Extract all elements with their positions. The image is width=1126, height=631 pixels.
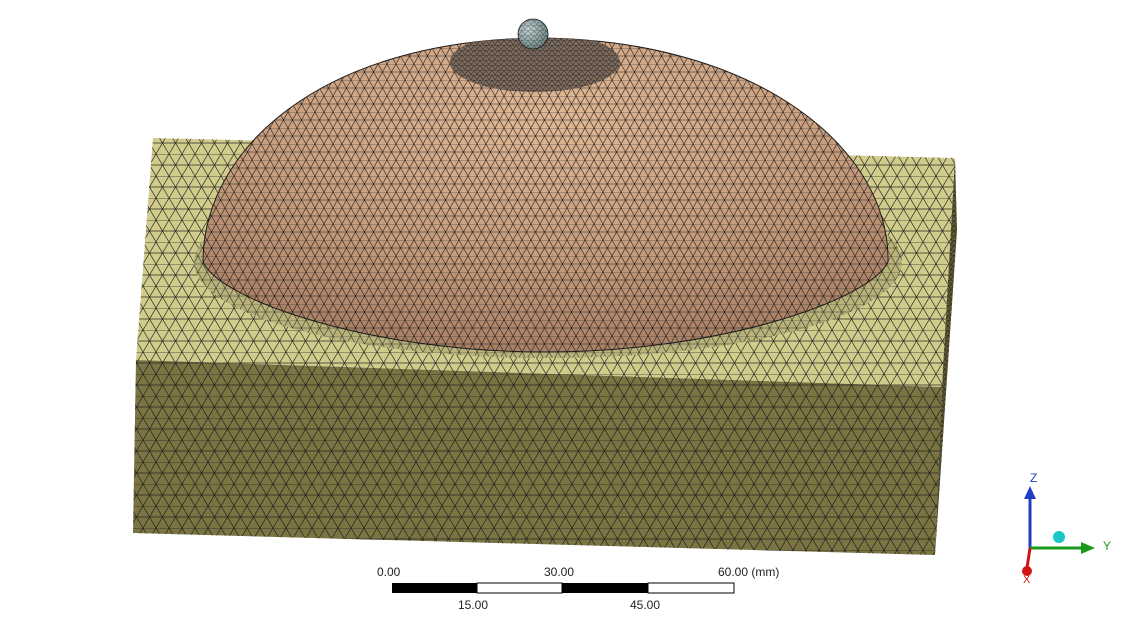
dome-surface [202, 37, 889, 353]
scale-label-0: 0.00 [377, 565, 401, 579]
probe-sphere [517, 18, 549, 50]
scale-segment [392, 583, 477, 593]
y-axis-arrow-head [1081, 542, 1095, 554]
block-side-face [935, 158, 957, 555]
x-axis-label: X [1023, 574, 1031, 586]
scale-label-45: 45.00 [630, 598, 661, 612]
axis-triad[interactable] [1022, 486, 1095, 576]
isometric-view-ball[interactable] [1053, 531, 1065, 543]
scale-segment [647, 582, 735, 594]
x-axis-arrow [1025, 547, 1032, 569]
scale-label-15: 15.00 [458, 598, 489, 612]
z-axis-arrow-head [1024, 486, 1036, 499]
scale-segment [562, 583, 648, 593]
y-axis-label: Y [1103, 539, 1112, 553]
z-axis-label: Z [1030, 471, 1038, 485]
scale-label-60: 60.00 (mm) [718, 565, 780, 579]
scale-segment [476, 582, 563, 594]
scale-bar [392, 582, 735, 594]
x-axis-dot [1022, 566, 1032, 576]
scale-label-30: 30.00 [544, 565, 575, 579]
block-front-face [133, 360, 942, 555]
